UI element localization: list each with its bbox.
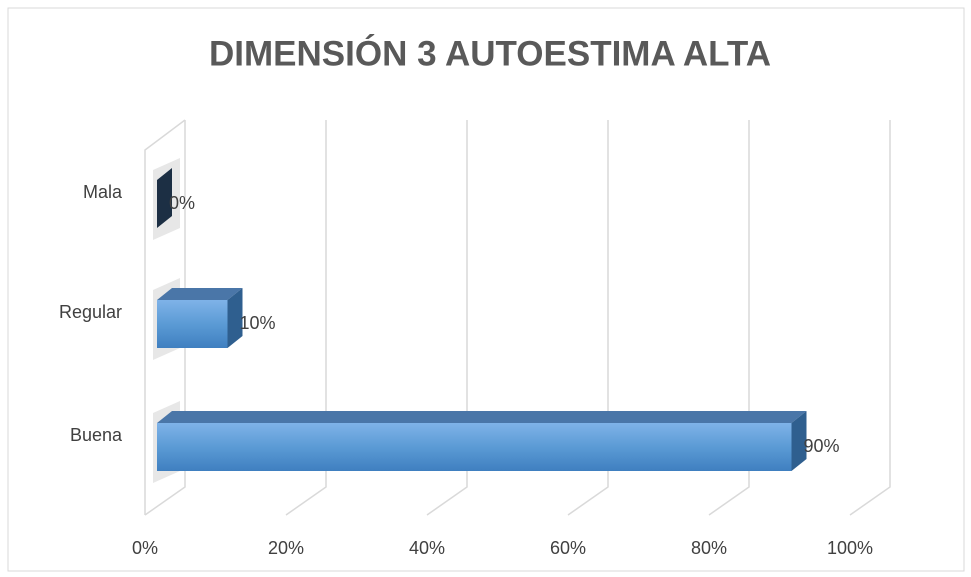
bar: [157, 423, 792, 471]
x-tick-label: 20%: [268, 538, 304, 558]
bar-side: [791, 411, 807, 471]
grid-line: [426, 120, 468, 516]
bar-side: [227, 288, 243, 348]
x-tick-label: 60%: [550, 538, 586, 558]
y-tick-label: Regular: [59, 302, 122, 322]
chart-title: DIMENSIÓN 3 AUTOESTIMA ALTA: [209, 33, 771, 73]
bar: [157, 300, 228, 348]
grid-line: [567, 120, 609, 516]
data-label: 0%: [169, 193, 195, 213]
bar-side: [157, 168, 172, 228]
y-tick-label: Buena: [70, 425, 123, 445]
bar-top: [157, 411, 807, 423]
data-label: 90%: [804, 436, 840, 456]
bar-top: [157, 288, 243, 300]
x-tick-label: 0%: [132, 538, 158, 558]
grid-line: [285, 120, 327, 516]
y-tick-label: Mala: [83, 182, 123, 202]
data-label: 10%: [240, 313, 276, 333]
x-tick-label: 40%: [409, 538, 445, 558]
grid-line: [849, 120, 891, 516]
x-tick-label: 100%: [827, 538, 873, 558]
side-wall: [144, 119, 186, 515]
chart-border: [7, 7, 965, 572]
grid-line: [708, 120, 750, 516]
grid-line: [144, 120, 186, 516]
x-tick-label: 80%: [691, 538, 727, 558]
